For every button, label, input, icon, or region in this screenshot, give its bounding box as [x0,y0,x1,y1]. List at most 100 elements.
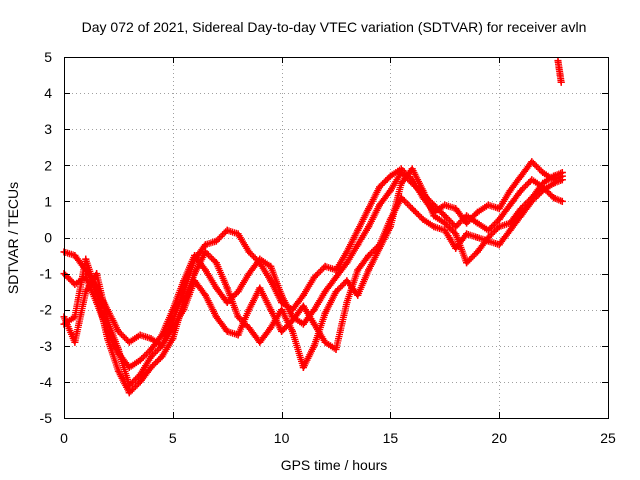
data-point [386,223,394,231]
data-point [212,313,220,321]
data-point [376,244,384,252]
data-point [484,201,492,209]
data-point [332,288,340,296]
data-point [354,226,362,234]
x-tick-label: 15 [383,430,399,446]
data-point [452,244,460,252]
data-point [557,78,565,86]
y-tick-label: -4 [40,374,53,390]
data-point [495,241,503,249]
data-point [245,306,253,314]
data-point [473,208,481,216]
data-point [430,212,438,220]
data-point [256,255,264,263]
data-point [408,179,416,187]
data-point [332,273,340,281]
data-point [71,313,79,321]
data-point [506,201,514,209]
data-point [267,306,275,314]
data-point [354,266,362,274]
data-point [397,169,405,177]
data-point [169,306,177,314]
data-point [463,259,471,267]
data-point [223,284,231,292]
data-point [495,223,503,231]
data-point [506,219,514,227]
data-point [201,241,209,249]
data-point [310,306,318,314]
data-point [93,288,101,296]
data-point [136,331,144,339]
data-point [321,262,329,270]
data-point [430,201,438,209]
data-point [245,248,253,256]
data-point [71,280,79,288]
data-point [558,176,566,184]
data-point [386,172,394,180]
data-point [354,291,362,299]
data-point [419,187,427,195]
data-point [441,212,449,220]
data-point [223,298,231,306]
data-point [299,363,307,371]
data-point [343,259,351,267]
data-point [256,338,264,346]
data-point [484,234,492,241]
data-point [365,223,373,231]
data-point [223,226,231,234]
data-point [473,248,481,256]
data-point [299,320,307,328]
data-point [267,324,275,332]
x-axis-ticks: 0 5 10 15 20 25 [60,57,616,446]
data-point [473,219,481,227]
data-point [169,335,177,343]
data-point [343,248,351,256]
data-point [408,205,416,213]
data-point [288,327,296,335]
data-point [278,327,286,335]
data-point [365,205,373,213]
data-point [463,212,471,220]
data-point [430,223,438,231]
data-point [158,353,166,361]
data-point [376,183,384,191]
y-axis-ticks: -5 -4 -3 -2 -1 0 1 2 3 4 5 [40,49,608,426]
data-point [441,226,449,234]
data-point [408,165,416,173]
chart-title: Day 072 of 2021, Sidereal Day-to-day VTE… [82,19,587,35]
y-tick-label: -5 [40,410,53,426]
data-point [234,230,242,238]
data-point [550,172,558,180]
data-point [180,277,188,285]
data-point [256,284,264,292]
x-tick-label: 10 [274,430,290,446]
y-axis-label: SDTVAR / TECUs [5,182,21,294]
data-point [147,363,155,371]
data-point [147,335,155,343]
data-point [473,234,481,241]
data-point [343,277,351,285]
data-point [223,327,231,335]
data-point [136,371,144,379]
data-point [528,194,536,202]
data-point [104,317,112,325]
data-point [397,179,405,187]
data-point [495,205,503,213]
data-point [452,230,460,238]
data-point [136,356,144,364]
data-point [310,320,318,328]
data-point [556,71,564,79]
data-point [114,345,122,353]
x-tick-label: 25 [600,430,616,446]
data-point [310,273,318,281]
data-point [147,345,155,353]
data-point [517,205,525,213]
y-tick-label: 5 [44,49,52,65]
data-point [93,270,101,278]
data-point [278,306,286,314]
data-point [267,262,275,270]
data-point [463,219,471,227]
data-point [452,205,460,213]
data-point [212,259,220,267]
